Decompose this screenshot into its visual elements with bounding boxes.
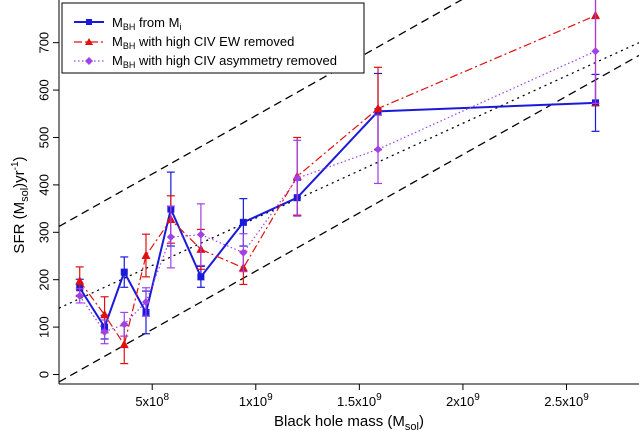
x-tick-label: 2.5x109 <box>544 392 589 409</box>
series-diamond <box>75 0 600 345</box>
series-square <box>75 72 600 340</box>
y-tick-label: 200 <box>36 269 51 291</box>
legend-marker-diamond <box>85 57 93 65</box>
x-axis-label: Black hole mass (Msol) <box>274 413 424 431</box>
data-point-diamond <box>374 145 382 154</box>
data-point-triangle <box>373 103 383 113</box>
x-tick-label: 5x108 <box>135 392 169 409</box>
data-point-diamond <box>591 47 600 56</box>
data-point-diamond <box>239 248 248 257</box>
legend-label-civ-ew: MBH with high CIV EW removed <box>112 34 294 51</box>
legend-box <box>61 2 365 74</box>
legend-item-civ-ew: MBH with high CIV EW removed <box>74 34 294 51</box>
series-line <box>79 50 596 333</box>
series-line <box>78 101 596 330</box>
y-ticks: 0 100 200 300 400 500 600 700 <box>36 32 59 378</box>
y-tick-label: 400 <box>36 174 51 196</box>
series-layer <box>75 0 600 365</box>
legend-label-civ-asym: MBH with high CIV asymmetry removed <box>112 53 337 70</box>
legend-marker-triangle <box>85 38 93 45</box>
legend-label-mi: MBH from Mi <box>112 15 181 32</box>
legend: MBH from Mi MBH with high CIV EW removed… <box>61 2 365 74</box>
data-point-diamond <box>142 297 150 306</box>
data-point-diamond <box>196 230 205 239</box>
data-point-diamond <box>75 291 84 300</box>
data-point-diamond <box>293 174 302 183</box>
y-axis-label: SFR (Msol)yr-1) <box>10 156 31 253</box>
data-point-triangle <box>75 276 85 285</box>
data-point-triangle <box>119 339 129 349</box>
legend-item-mi: MBH from Mi <box>74 15 181 32</box>
legend-marker-square <box>86 19 92 25</box>
data-point-square <box>120 268 128 276</box>
x-tick-label: 1x109 <box>239 392 273 409</box>
reference-line-dashed <box>59 54 639 383</box>
data-point-square <box>239 218 247 226</box>
y-tick-label: 700 <box>36 32 51 54</box>
x-ticks: 5x108 1x109 1.5x109 2x109 2.5x109 <box>135 384 589 409</box>
x-tick-label: 1.5x109 <box>337 392 382 409</box>
y-tick-label: 600 <box>36 79 51 101</box>
series-line <box>79 15 596 347</box>
data-point-triangle <box>141 250 151 260</box>
data-point-diamond <box>120 320 129 329</box>
y-tick-label: 0 <box>36 371 51 378</box>
reference-line-dotted <box>59 42 639 309</box>
y-tick-label: 300 <box>36 221 51 243</box>
data-point-square <box>197 273 205 281</box>
data-point-triangle <box>100 309 110 319</box>
data-point-diamond <box>100 327 109 336</box>
y-tick-label: 100 <box>36 316 51 338</box>
data-point-diamond <box>166 233 175 242</box>
x-tick-label: 2x109 <box>446 392 480 409</box>
legend-item-civ-asym: MBH with high CIV asymmetry removed <box>74 53 337 70</box>
y-tick-label: 500 <box>36 127 51 149</box>
